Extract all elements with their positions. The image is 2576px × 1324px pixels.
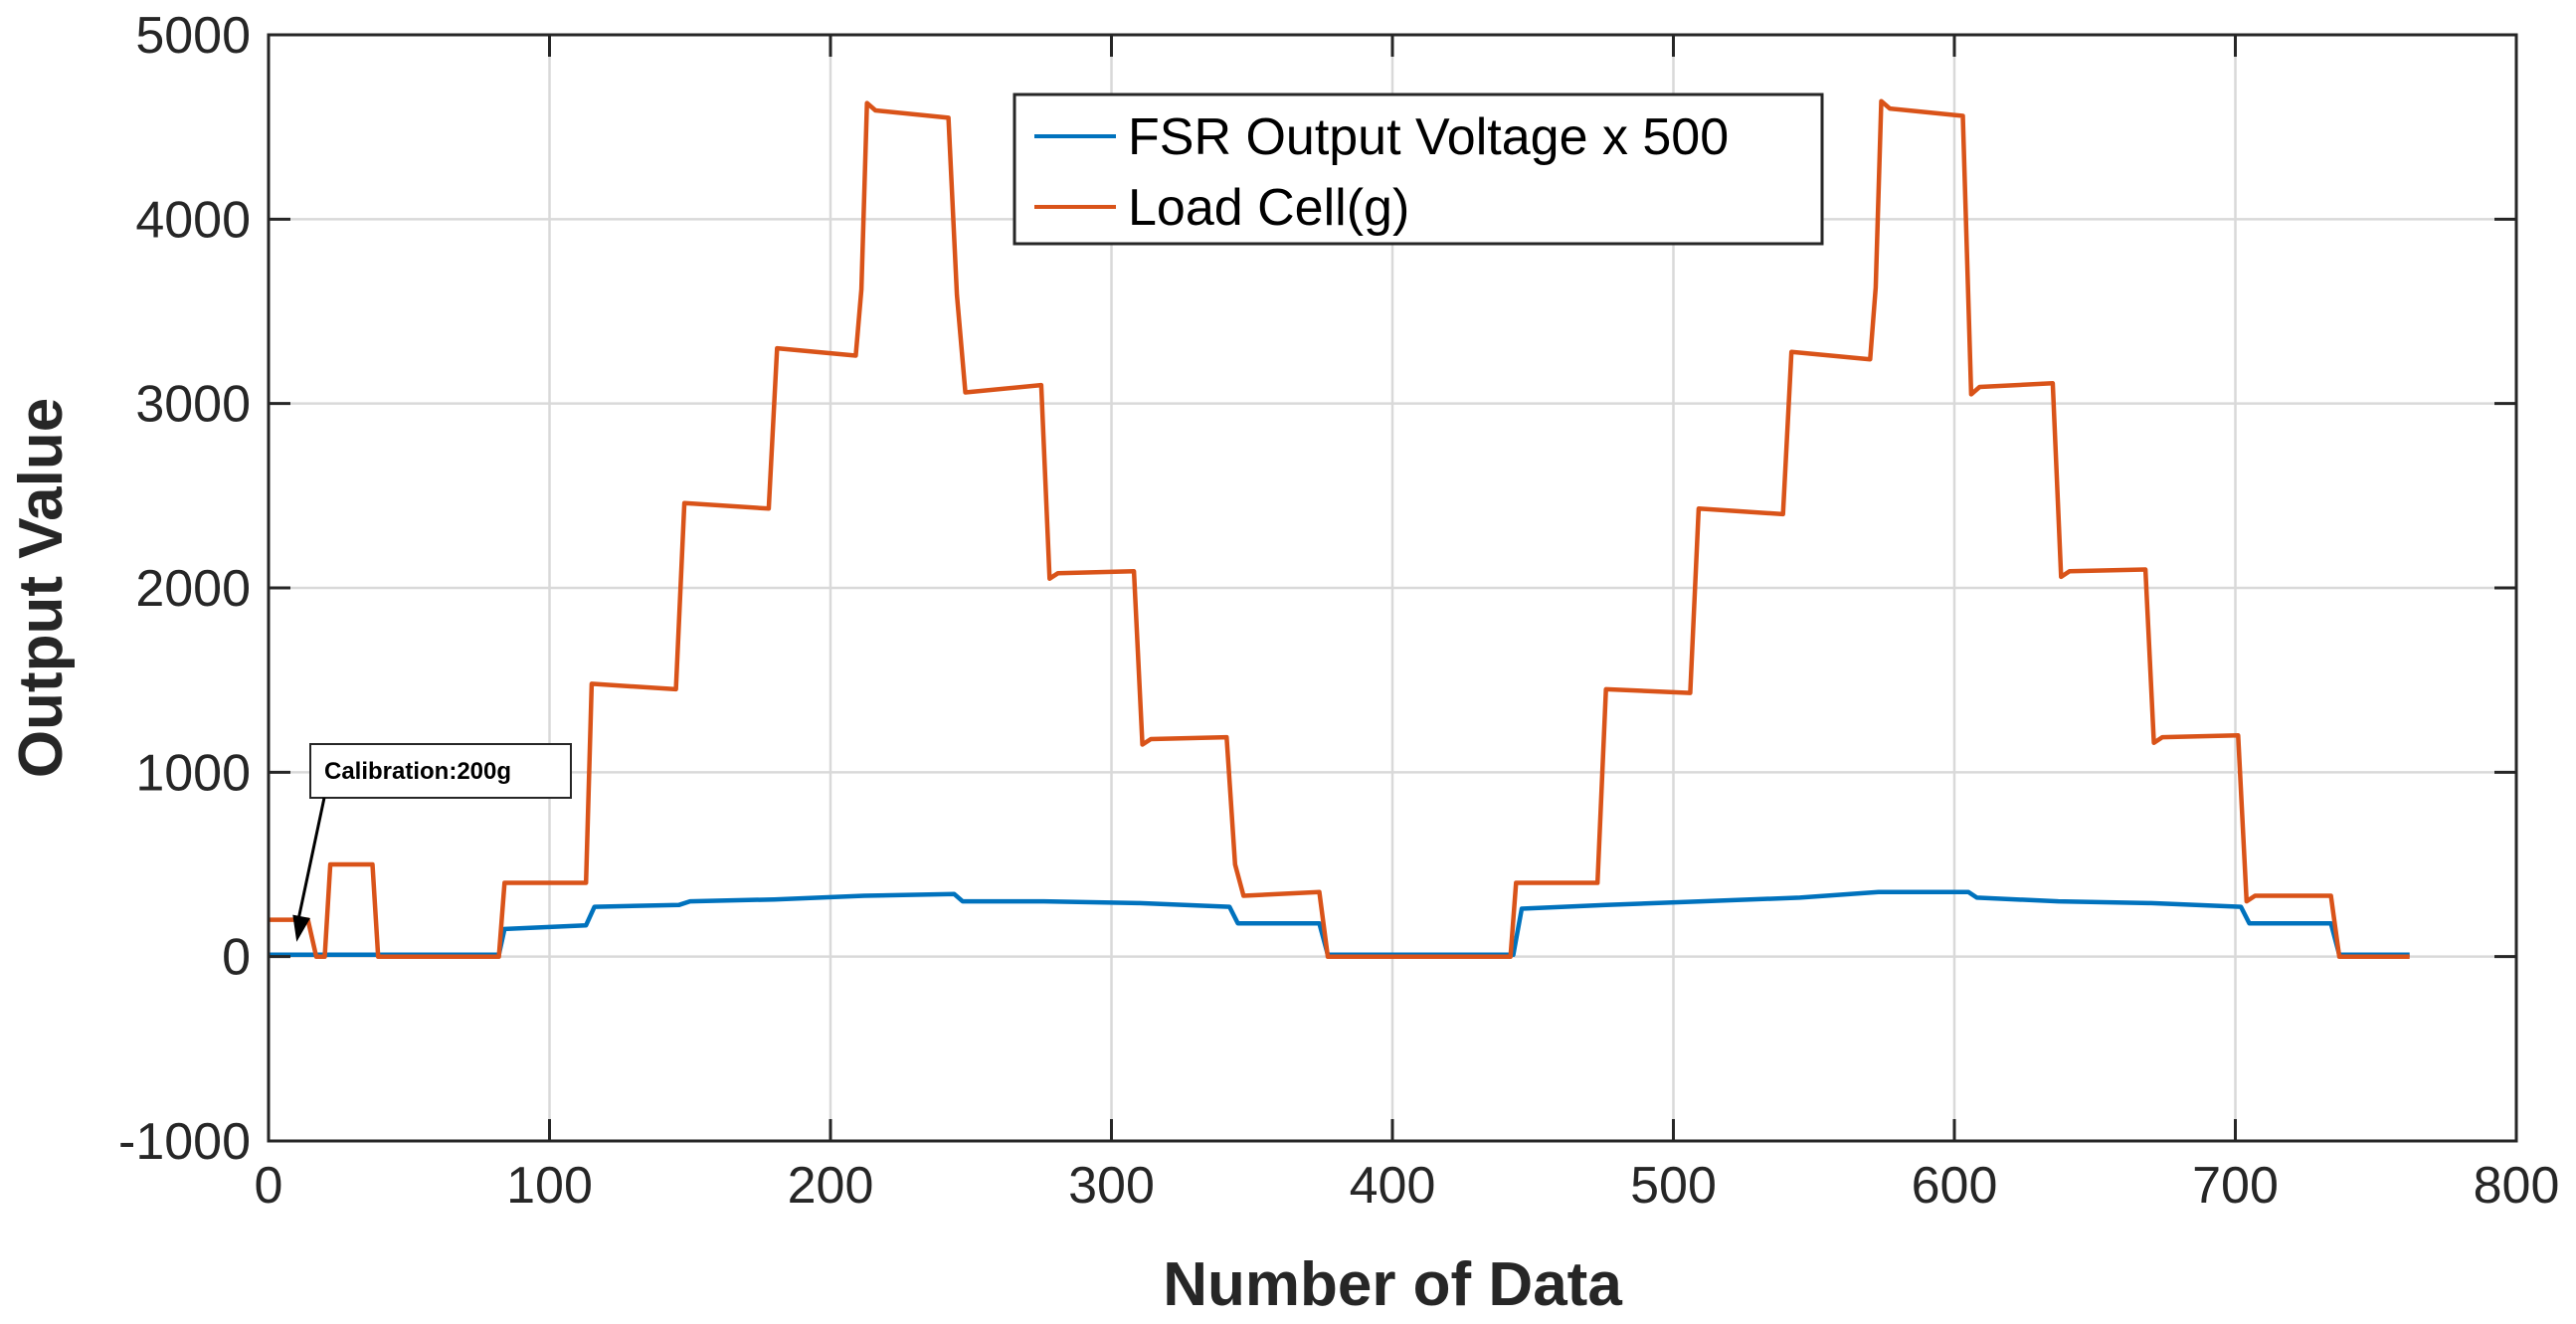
y-tick-label: -1000 [118,1113,251,1171]
x-tick-label: 0 [255,1157,283,1215]
x-tick-labels: 0 100 200 300 400 500 600 700 800 [255,1157,2560,1215]
y-tick-labels: -1000 0 1000 2000 3000 4000 5000 [118,7,251,1171]
y-tick-label: 2000 [135,560,251,618]
calibration-annotation: Calibration:200g [292,743,572,942]
x-tick-label: 400 [1350,1157,1436,1215]
x-tick-label: 700 [2192,1157,2279,1215]
annotation-arrowhead [292,914,310,942]
annotation-arrow [294,797,326,929]
tick-marks [267,33,2518,1143]
series-line-fsr [269,889,2410,958]
y-tick-label: 5000 [135,7,251,65]
x-axis-title: Number of Data [1163,1250,1622,1319]
x-tick-label: 500 [1630,1157,1717,1215]
x-tick-label: 300 [1068,1157,1155,1215]
y-tick-label: 4000 [135,191,251,249]
legend-box [1012,93,1824,246]
x-tick-label: 100 [506,1157,593,1215]
x-tick-label: 200 [788,1157,874,1215]
x-tick-label: 800 [2474,1157,2560,1215]
series-layer [269,98,2410,959]
legend-label-load-cell: Load Cell(g) [1128,179,1409,237]
y-tick-label: 0 [222,929,251,987]
x-tick-label: 600 [1912,1157,1998,1215]
y-axis-title: Output Value [7,398,76,778]
legend-label-fsr: FSR Output Voltage x 500 [1128,108,1729,166]
series-line-load-cell [269,98,2410,959]
legend: FSR Output Voltage x 500 Load Cell(g) [1012,93,1824,246]
y-tick-label: 1000 [135,744,251,802]
annotation-text: Calibration:200g [324,758,511,785]
annotation-box [309,743,572,799]
y-tick-label: 3000 [135,376,251,434]
